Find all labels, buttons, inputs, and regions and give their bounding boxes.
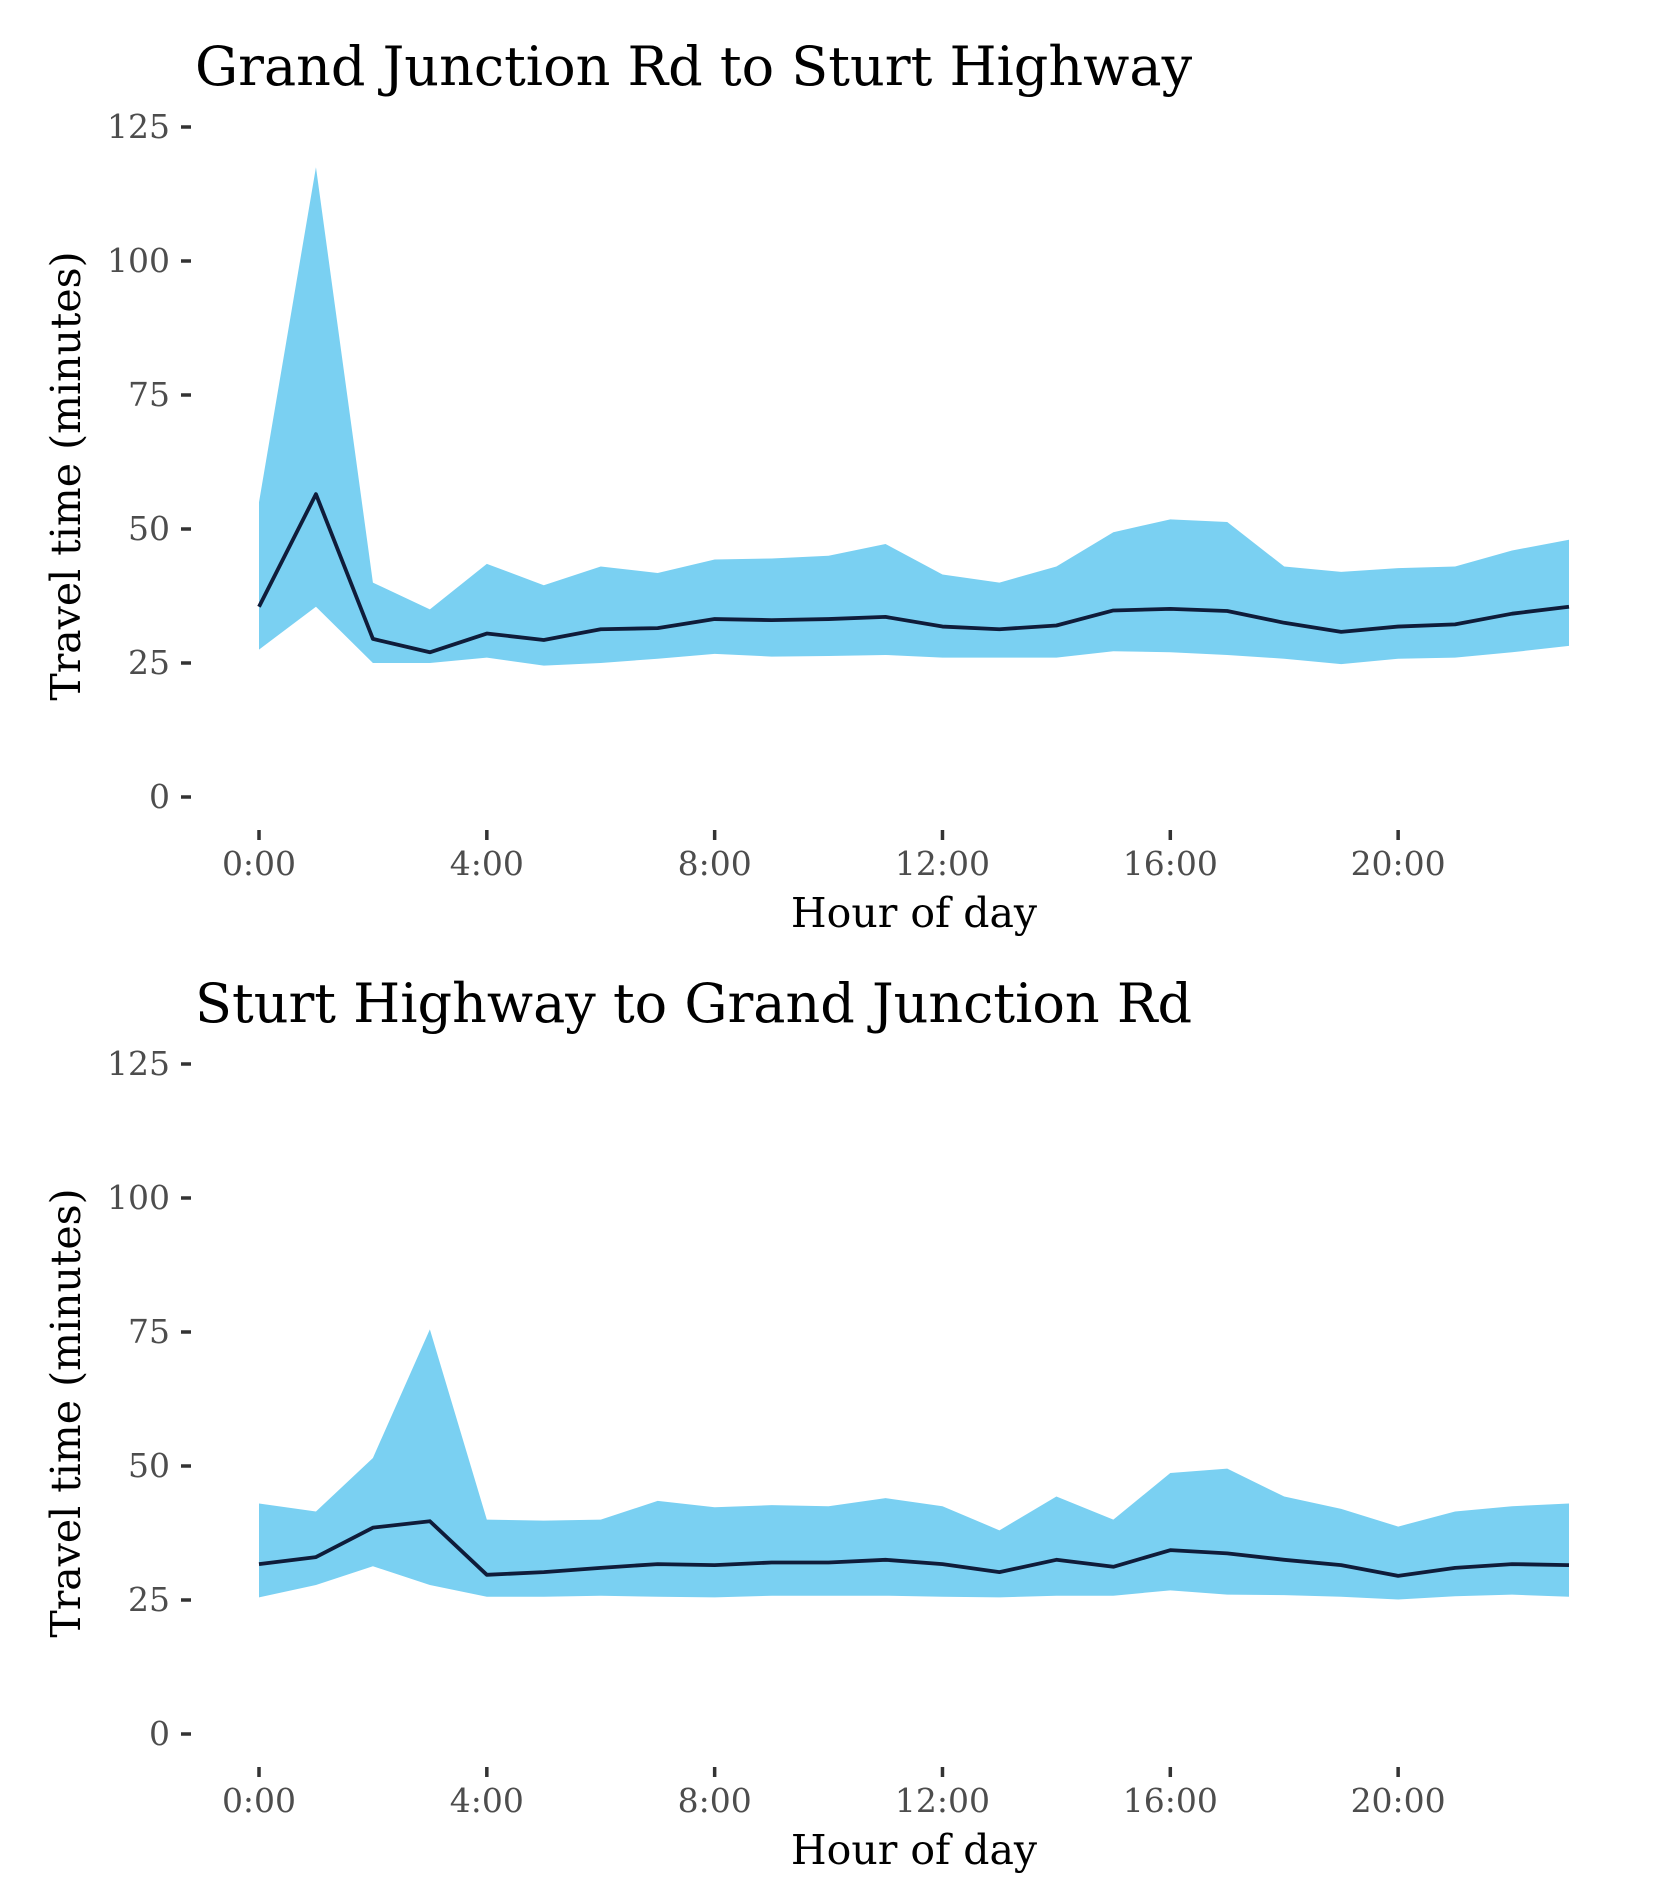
y-tick-label: 75 (128, 1312, 170, 1351)
y-tick-label: 25 (128, 643, 170, 682)
median-line (257, 492, 1570, 655)
panel-sturt-to-grand-junction: Sturt Highway to Grand Junction Rd Trave… (42, 972, 1570, 1874)
y-axis-label: Travel time (minutes) (42, 1188, 90, 1637)
x-tick-label: 0:00 (222, 844, 296, 883)
range-band (259, 1329, 1569, 1600)
y-tick-label: 50 (128, 1446, 170, 1485)
chart-title: Sturt Highway to Grand Junction Rd (195, 972, 1192, 1035)
x-tick-label: 8:00 (678, 1781, 752, 1820)
y-tick-label: 100 (107, 1178, 170, 1217)
y-tick-label: 100 (107, 241, 170, 280)
x-tick-label: 20:00 (1351, 1781, 1446, 1820)
y-axis: 0 25 50 75 100 125 (107, 107, 191, 816)
x-axis: 0:00 4:00 8:00 12:00 16:00 20:00 (222, 830, 1446, 883)
x-tick-label: 8:00 (678, 844, 752, 883)
x-tick-label: 12:00 (895, 844, 990, 883)
x-tick-label: 16:00 (1123, 1781, 1218, 1820)
y-tick-label: 125 (107, 1044, 170, 1083)
x-axis: 0:00 4:00 8:00 12:00 16:00 20:00 (222, 1767, 1446, 1820)
y-axis: 0 25 50 75 100 125 (107, 1044, 191, 1753)
y-tick-label: 0 (149, 777, 170, 816)
plot-area (257, 167, 1570, 666)
x-tick-label: 20:00 (1351, 844, 1446, 883)
y-tick-label: 25 (128, 1580, 170, 1619)
y-tick-label: 50 (128, 509, 170, 548)
x-tick-label: 0:00 (222, 1781, 296, 1820)
x-axis-label: Hour of day (791, 889, 1038, 937)
panel-grand-junction-to-sturt: Grand Junction Rd to Sturt Highway Trave… (42, 35, 1570, 937)
x-tick-label: 12:00 (895, 1781, 990, 1820)
y-tick-label: 75 (128, 375, 170, 414)
x-axis-label: Hour of day (791, 1826, 1038, 1874)
y-axis-label: Travel time (minutes) (42, 251, 90, 700)
plot-area (258, 1329, 1570, 1600)
range-band (259, 167, 1569, 666)
y-tick-label: 125 (107, 107, 170, 146)
x-tick-label: 4:00 (450, 1781, 524, 1820)
x-tick-label: 16:00 (1123, 844, 1218, 883)
y-tick-label: 0 (149, 1714, 170, 1753)
x-tick-label: 4:00 (450, 844, 524, 883)
median-line (258, 1519, 1570, 1578)
chart-title: Grand Junction Rd to Sturt Highway (195, 35, 1193, 98)
